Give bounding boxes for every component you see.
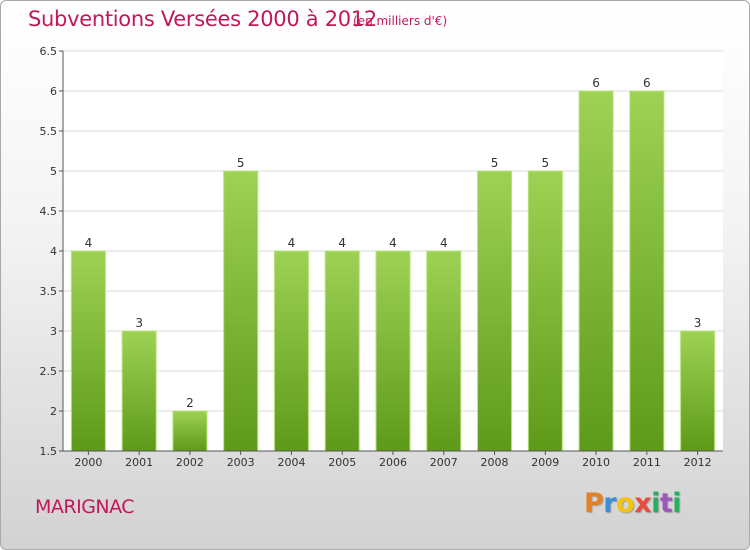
y-tick-label: 6 <box>50 85 57 98</box>
bar-value-label: 5 <box>541 156 549 170</box>
x-tick-label: 2008 <box>481 456 509 469</box>
bar-value-label: 6 <box>592 76 600 90</box>
axes: 1.5 2 2.5 3 3.5 4 4.5 5 5.5 6 6.5 2000 2001 2002 2003 2… <box>40 45 723 469</box>
x-tick-label: 2005 <box>328 456 356 469</box>
y-tick-label: 6.5 <box>40 45 58 58</box>
chart-title: Subventions Versées 2000 à 2012 <box>28 7 377 31</box>
chart-unit: (en milliers d'€) <box>353 14 448 28</box>
x-tick-label: 2001 <box>125 456 153 469</box>
y-tick-label: 1.5 <box>40 445 58 458</box>
x-tick-label: 2003 <box>227 456 255 469</box>
bar <box>527 170 563 452</box>
bar <box>578 90 614 452</box>
bar <box>375 250 411 452</box>
y-tick-label: 2.5 <box>40 365 58 378</box>
x-tick-label: 2002 <box>176 456 204 469</box>
logo-letter: P <box>584 488 604 519</box>
bar-value-label: 4 <box>338 236 346 250</box>
y-tick-label: 2 <box>50 405 57 418</box>
proxiti-logo[interactable]: Proxiti <box>584 488 682 519</box>
y-tick-label: 4.5 <box>40 205 58 218</box>
x-tick-label: 2011 <box>633 456 661 469</box>
bars: 4 3 2 5 4 4 4 4 5 5 6 6 3 <box>70 76 716 452</box>
x-tick-label: 2009 <box>531 456 559 469</box>
bar <box>223 170 259 452</box>
bar <box>273 250 309 452</box>
x-tick-label: 2004 <box>277 456 305 469</box>
bar-value-label: 4 <box>389 236 397 250</box>
bar <box>121 330 157 452</box>
x-tick-label: 2010 <box>582 456 610 469</box>
bar <box>426 250 462 452</box>
x-tick-label: 2012 <box>684 456 712 469</box>
bar <box>172 410 208 452</box>
bar <box>70 250 106 452</box>
logo-letter: t <box>659 488 673 519</box>
bar-value-label: 2 <box>186 396 194 410</box>
logo-letter: x <box>634 488 652 519</box>
bar <box>629 90 665 452</box>
bar-value-label: 6 <box>643 76 651 90</box>
y-tick-label: 3.5 <box>40 285 58 298</box>
bar-value-label: 5 <box>491 156 499 170</box>
x-tick-label: 2000 <box>74 456 102 469</box>
bar-value-label: 5 <box>237 156 245 170</box>
y-tick-label: 5.5 <box>40 125 58 138</box>
commune-name: MARIGNAC <box>35 496 135 518</box>
logo-letter: o <box>616 488 635 519</box>
logo-letter: i <box>651 488 660 519</box>
logo-letter: r <box>603 488 617 519</box>
bar-value-label: 4 <box>440 236 448 250</box>
bar-value-label: 4 <box>85 236 93 250</box>
bar <box>680 330 716 452</box>
y-tick-label: 5 <box>50 165 57 178</box>
bar-value-label: 3 <box>135 316 143 330</box>
bar-value-label: 3 <box>694 316 702 330</box>
x-tick-label: 2006 <box>379 456 407 469</box>
y-tick-label: 4 <box>50 245 57 258</box>
logo-letter: i <box>672 488 682 519</box>
bar <box>324 250 360 452</box>
bar <box>477 170 513 452</box>
x-tick-label: 2007 <box>430 456 458 469</box>
y-tick-label: 3 <box>50 325 57 338</box>
bar-value-label: 4 <box>288 236 296 250</box>
